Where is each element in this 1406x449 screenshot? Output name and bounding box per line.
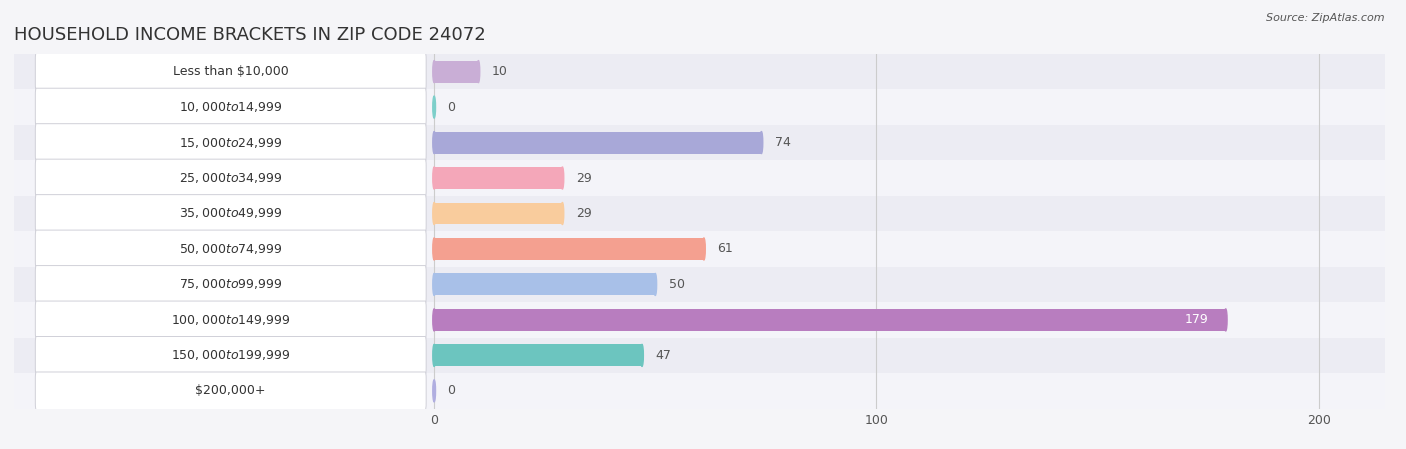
Text: $150,000 to $199,999: $150,000 to $199,999 bbox=[172, 348, 291, 362]
Bar bbox=[434, 238, 704, 260]
FancyBboxPatch shape bbox=[14, 89, 1385, 125]
Circle shape bbox=[433, 273, 436, 295]
FancyBboxPatch shape bbox=[14, 373, 1385, 409]
FancyBboxPatch shape bbox=[35, 194, 426, 233]
Circle shape bbox=[561, 202, 564, 224]
Bar bbox=[434, 309, 1226, 331]
FancyBboxPatch shape bbox=[35, 88, 426, 126]
Text: 10: 10 bbox=[492, 65, 508, 78]
Text: 29: 29 bbox=[575, 207, 592, 220]
Text: 74: 74 bbox=[775, 136, 790, 149]
Text: $25,000 to $34,999: $25,000 to $34,999 bbox=[179, 171, 283, 185]
FancyBboxPatch shape bbox=[35, 336, 426, 374]
Circle shape bbox=[761, 132, 763, 154]
FancyBboxPatch shape bbox=[14, 125, 1385, 160]
Circle shape bbox=[433, 380, 436, 402]
Text: $75,000 to $99,999: $75,000 to $99,999 bbox=[179, 277, 283, 291]
FancyBboxPatch shape bbox=[35, 230, 426, 268]
Bar bbox=[434, 132, 762, 154]
Bar bbox=[434, 61, 478, 83]
Text: Less than $10,000: Less than $10,000 bbox=[173, 65, 288, 78]
FancyBboxPatch shape bbox=[35, 372, 426, 410]
Text: 0: 0 bbox=[447, 384, 456, 397]
Circle shape bbox=[433, 132, 436, 154]
Text: 47: 47 bbox=[655, 349, 671, 362]
Text: Source: ZipAtlas.com: Source: ZipAtlas.com bbox=[1267, 13, 1385, 23]
FancyBboxPatch shape bbox=[14, 54, 1385, 89]
Circle shape bbox=[433, 309, 436, 331]
Text: $15,000 to $24,999: $15,000 to $24,999 bbox=[179, 136, 283, 150]
FancyBboxPatch shape bbox=[14, 338, 1385, 373]
Circle shape bbox=[561, 167, 564, 189]
Circle shape bbox=[641, 344, 644, 366]
Circle shape bbox=[703, 238, 706, 260]
FancyBboxPatch shape bbox=[14, 302, 1385, 338]
Text: HOUSEHOLD INCOME BRACKETS IN ZIP CODE 24072: HOUSEHOLD INCOME BRACKETS IN ZIP CODE 24… bbox=[14, 26, 486, 44]
Circle shape bbox=[433, 238, 436, 260]
FancyBboxPatch shape bbox=[35, 123, 426, 162]
Circle shape bbox=[433, 202, 436, 224]
FancyBboxPatch shape bbox=[14, 231, 1385, 267]
FancyBboxPatch shape bbox=[35, 53, 426, 91]
Bar bbox=[434, 202, 562, 224]
Text: $100,000 to $149,999: $100,000 to $149,999 bbox=[172, 313, 291, 327]
Circle shape bbox=[433, 96, 436, 118]
Circle shape bbox=[433, 344, 436, 366]
FancyBboxPatch shape bbox=[14, 160, 1385, 196]
Text: 0: 0 bbox=[447, 101, 456, 114]
Bar bbox=[434, 273, 655, 295]
FancyBboxPatch shape bbox=[35, 265, 426, 304]
Text: $10,000 to $14,999: $10,000 to $14,999 bbox=[179, 100, 283, 114]
Circle shape bbox=[477, 61, 479, 83]
Circle shape bbox=[433, 167, 436, 189]
Text: 29: 29 bbox=[575, 172, 592, 185]
Circle shape bbox=[654, 273, 657, 295]
FancyBboxPatch shape bbox=[14, 196, 1385, 231]
Text: 61: 61 bbox=[717, 242, 733, 255]
Circle shape bbox=[1225, 309, 1227, 331]
FancyBboxPatch shape bbox=[14, 267, 1385, 302]
Text: 50: 50 bbox=[668, 278, 685, 291]
Text: 179: 179 bbox=[1184, 313, 1208, 326]
FancyBboxPatch shape bbox=[35, 301, 426, 339]
Bar bbox=[434, 167, 562, 189]
FancyBboxPatch shape bbox=[35, 159, 426, 197]
Text: $35,000 to $49,999: $35,000 to $49,999 bbox=[179, 207, 283, 220]
Bar bbox=[434, 344, 643, 366]
Text: $50,000 to $74,999: $50,000 to $74,999 bbox=[179, 242, 283, 256]
Circle shape bbox=[433, 61, 436, 83]
Text: $200,000+: $200,000+ bbox=[195, 384, 266, 397]
